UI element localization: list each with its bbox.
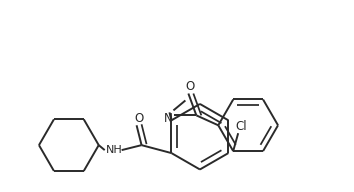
Text: N: N xyxy=(164,112,173,125)
Text: O: O xyxy=(134,112,143,125)
Text: NH: NH xyxy=(106,145,123,155)
Text: O: O xyxy=(186,80,195,93)
Text: Cl: Cl xyxy=(235,120,247,133)
